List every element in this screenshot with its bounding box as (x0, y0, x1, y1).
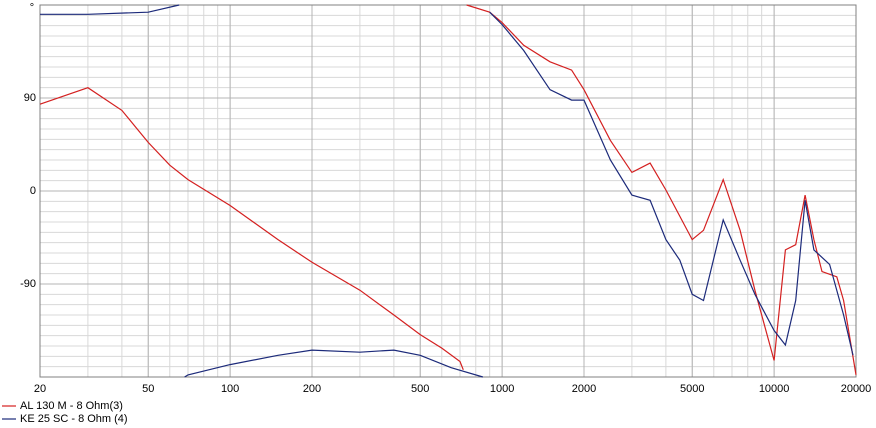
x-tick-label: 20000 (841, 383, 872, 395)
y-tick-label: 90 (24, 92, 36, 104)
y-axis-label: ° (30, 2, 34, 14)
series-line (39, 4, 857, 375)
x-tick-label: 2000 (572, 383, 596, 395)
plot-frame (39, 4, 857, 378)
x-tick-label: 500 (411, 383, 429, 395)
x-tick-label: 5000 (680, 383, 704, 395)
y-tick-label: 0 (30, 185, 36, 197)
legend-label: AL 130 M - 8 Ohm(3) (20, 400, 123, 412)
legend-label: KE 25 SC - 8 Ohm (4) (20, 413, 128, 425)
x-tick-label: 200 (303, 383, 321, 395)
x-tick-label: 20 (34, 383, 46, 395)
y-tick-label: -90 (20, 278, 36, 290)
x-tick-label: 50 (142, 383, 154, 395)
x-tick-label: 100 (221, 383, 239, 395)
x-tick-label: 1000 (490, 383, 514, 395)
x-tick-label: 10000 (759, 383, 790, 395)
